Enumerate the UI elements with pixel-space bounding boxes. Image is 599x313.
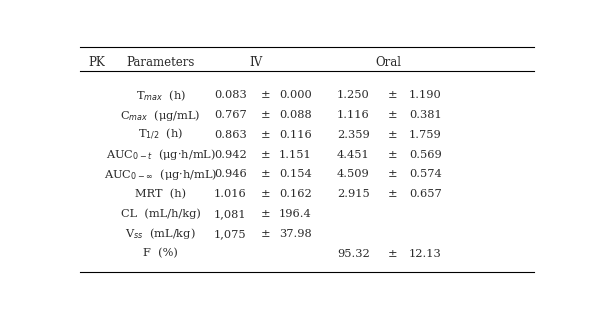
Text: 1,081: 1,081 bbox=[214, 209, 247, 219]
Text: ±: ± bbox=[388, 169, 398, 179]
Text: 0.116: 0.116 bbox=[279, 130, 311, 140]
Text: 1.190: 1.190 bbox=[409, 90, 441, 100]
Text: 0.569: 0.569 bbox=[409, 150, 441, 160]
Text: ±: ± bbox=[261, 150, 270, 160]
Text: 37.98: 37.98 bbox=[279, 229, 311, 239]
Text: 0.946: 0.946 bbox=[214, 169, 247, 179]
Text: 0.767: 0.767 bbox=[214, 110, 247, 120]
Text: 0.574: 0.574 bbox=[409, 169, 441, 179]
Text: ±: ± bbox=[388, 249, 398, 259]
Text: 0.657: 0.657 bbox=[409, 189, 441, 199]
Text: T$_{1/2}$  (h): T$_{1/2}$ (h) bbox=[138, 127, 183, 142]
Text: ±: ± bbox=[388, 150, 398, 160]
Text: 4.509: 4.509 bbox=[337, 169, 370, 179]
Text: 0.088: 0.088 bbox=[279, 110, 311, 120]
Text: 0.083: 0.083 bbox=[214, 90, 247, 100]
Text: ±: ± bbox=[388, 189, 398, 199]
Text: CL  (mL/h/kg): CL (mL/h/kg) bbox=[121, 209, 201, 219]
Text: ±: ± bbox=[261, 189, 270, 199]
Text: ±: ± bbox=[388, 90, 398, 100]
Text: C$_{max}$  (μg/mL): C$_{max}$ (μg/mL) bbox=[120, 108, 201, 123]
Text: Oral: Oral bbox=[375, 56, 401, 69]
Text: 2.915: 2.915 bbox=[337, 189, 370, 199]
Text: Parameters: Parameters bbox=[126, 56, 194, 69]
Text: 0.000: 0.000 bbox=[279, 90, 311, 100]
Text: 1.151: 1.151 bbox=[279, 150, 311, 160]
Text: IV: IV bbox=[249, 56, 262, 69]
Text: ±: ± bbox=[261, 229, 270, 239]
Text: 1.016: 1.016 bbox=[214, 189, 247, 199]
Text: 0.162: 0.162 bbox=[279, 189, 311, 199]
Text: 12.13: 12.13 bbox=[409, 249, 441, 259]
Text: 196.4: 196.4 bbox=[279, 209, 311, 219]
Text: F  (%): F (%) bbox=[143, 248, 178, 259]
Text: 0.863: 0.863 bbox=[214, 130, 247, 140]
Text: 0.154: 0.154 bbox=[279, 169, 311, 179]
Text: 4.451: 4.451 bbox=[337, 150, 370, 160]
Text: ±: ± bbox=[388, 130, 398, 140]
Text: ±: ± bbox=[261, 110, 270, 120]
Text: AUC$_{0-∞}$  (μg·h/mL): AUC$_{0-∞}$ (μg·h/mL) bbox=[104, 167, 217, 182]
Text: AUC$_{0-t}$  (μg·h/mL): AUC$_{0-t}$ (μg·h/mL) bbox=[106, 147, 216, 162]
Text: ±: ± bbox=[261, 169, 270, 179]
Text: 1.116: 1.116 bbox=[337, 110, 370, 120]
Text: T$_{max}$  (h): T$_{max}$ (h) bbox=[136, 88, 186, 103]
Text: 0.381: 0.381 bbox=[409, 110, 441, 120]
Text: 1,075: 1,075 bbox=[214, 229, 247, 239]
Text: 0.942: 0.942 bbox=[214, 150, 247, 160]
Text: PK: PK bbox=[89, 56, 105, 69]
Text: ±: ± bbox=[261, 90, 270, 100]
Text: V$_{ss}$  (mL/kg): V$_{ss}$ (mL/kg) bbox=[125, 226, 196, 241]
Text: ±: ± bbox=[388, 110, 398, 120]
Text: ±: ± bbox=[261, 209, 270, 219]
Text: ±: ± bbox=[261, 130, 270, 140]
Text: 1.759: 1.759 bbox=[409, 130, 441, 140]
Text: 1.250: 1.250 bbox=[337, 90, 370, 100]
Text: 2.359: 2.359 bbox=[337, 130, 370, 140]
Text: MRT  (h): MRT (h) bbox=[135, 189, 186, 199]
Text: 95.32: 95.32 bbox=[337, 249, 370, 259]
